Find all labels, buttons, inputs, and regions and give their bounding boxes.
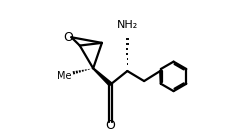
Text: NH₂: NH₂ [117, 20, 138, 30]
Text: O: O [63, 31, 73, 44]
Polygon shape [93, 68, 112, 86]
Text: O: O [106, 119, 115, 132]
Text: Me: Me [57, 71, 72, 81]
